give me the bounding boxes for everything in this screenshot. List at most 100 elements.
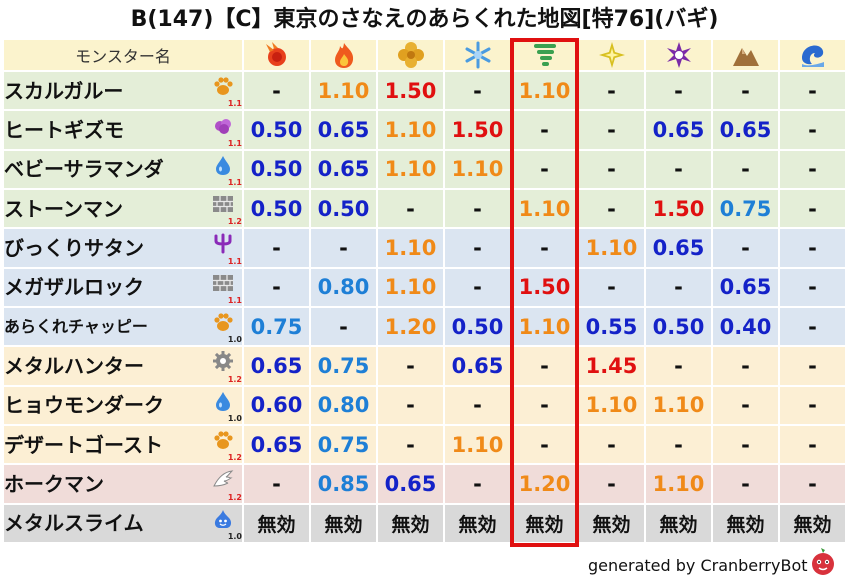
dark-swirl-icon	[646, 40, 711, 70]
resistance-value: 0.75	[311, 347, 376, 385]
droplet-icon	[212, 390, 234, 412]
table-row: ヒートギズモ 1.1 0.50 0.65 1.10 1.50- -0.65 0.65-	[4, 111, 845, 149]
footer-credit: generated by CranberryBot	[588, 556, 808, 575]
resistance-value: 0.50	[244, 189, 309, 228]
monster-name-cell: メガザルロック 1.1	[4, 268, 242, 306]
resistance-value: 0.85	[311, 465, 376, 503]
droplet-icon	[212, 154, 234, 176]
resistance-value: -	[579, 465, 644, 503]
resistance-value: -	[579, 111, 644, 149]
resistance-value: 無効	[646, 504, 711, 542]
resistance-value: 0.65	[713, 268, 778, 306]
level-badge: 1.0	[227, 335, 242, 345]
earth-clover-icon	[378, 40, 443, 70]
monster-name-cell: ヒョウモンダーク 1.0	[4, 386, 242, 424]
resistance-value: 無効	[311, 504, 376, 542]
resistance-value: -	[445, 229, 510, 267]
resistance-value: 0.65	[311, 150, 376, 188]
level-badge: 1.2	[227, 374, 242, 384]
resistance-value: -	[713, 72, 778, 110]
resistance-value: 無効	[244, 504, 309, 542]
resistance-value: -	[244, 72, 309, 110]
level-badge: 1.1	[227, 295, 242, 305]
resistance-value: 1.10	[378, 150, 443, 188]
monster-name-cell: びっくりサタン 1.1	[4, 229, 242, 267]
monster-name-cell: ホークマン 1.2	[4, 465, 242, 503]
resistance-value: -	[713, 386, 778, 424]
weakness-table: モンスター名	[2, 38, 847, 544]
resistance-value: 無効	[579, 504, 644, 542]
resistance-value: 0.50	[311, 189, 376, 228]
resistance-value: -	[780, 465, 845, 503]
resistance-value: -	[780, 268, 845, 306]
resistance-value: 1.10	[579, 229, 644, 267]
monster-name: メタルハンター	[4, 353, 144, 378]
resistance-value: 1.50	[512, 268, 577, 306]
resistance-value: -	[780, 229, 845, 267]
table-row: ベビーサラマンダ 1.1 0.50 0.65 1.10 1.10- - - - -	[4, 150, 845, 188]
paw-icon	[212, 75, 234, 97]
brick-icon	[212, 193, 234, 215]
resistance-value: -	[579, 425, 644, 464]
tornado-icon	[512, 40, 577, 70]
resistance-value: 無効	[512, 504, 577, 542]
resistance-value: -	[512, 347, 577, 385]
resistance-value: -	[378, 386, 443, 424]
rock-mountain-icon	[713, 40, 778, 70]
lightning-star-icon	[579, 40, 644, 70]
table-row: メタルスライム 1.0 無効 無効 無効 無効 無効 無効 無効 無効 無効	[4, 504, 845, 542]
resistance-value: -	[713, 150, 778, 188]
level-badge: 1.2	[227, 492, 242, 502]
resistance-value: -	[579, 189, 644, 228]
resistance-value: -	[646, 268, 711, 306]
resistance-value: -	[780, 386, 845, 424]
monster-name: スカルガルー	[4, 78, 124, 103]
monster-name: メタルスライム	[4, 511, 144, 536]
monster-name-cell: ヒートギズモ 1.1	[4, 111, 242, 149]
table-row: びっくりサタン 1.1- -1.10- -1.10 0.65- -	[4, 229, 845, 267]
monster-name-cell: メタルスライム 1.0	[4, 504, 242, 542]
resistance-value: -	[378, 347, 443, 385]
resistance-value: 無効	[378, 504, 443, 542]
resistance-value: 0.55	[579, 307, 644, 346]
resistance-value: 無効	[780, 504, 845, 542]
table-row: ホークマン 1.2-0.85 0.65-1.20-1.10- -	[4, 465, 845, 503]
table-row: メタルハンター 1.2 0.65 0.75-0.65-1.45- - -	[4, 347, 845, 385]
trident-icon	[212, 232, 234, 254]
level-badge: 1.1	[227, 256, 242, 266]
resistance-value: 1.10	[579, 386, 644, 424]
resistance-value: -	[579, 150, 644, 188]
resistance-value: -	[780, 111, 845, 149]
resistance-value: -	[445, 465, 510, 503]
page-title: B(147)【C】東京のさなえのあらくれた地図[特76](バギ)	[130, 7, 719, 32]
resistance-value: -	[780, 189, 845, 228]
resistance-value: 0.65	[445, 347, 510, 385]
resistance-value: 1.50	[445, 111, 510, 149]
monster-name: ヒョウモンダーク	[4, 393, 164, 418]
resistance-value: -	[780, 72, 845, 110]
resistance-value: 1.10	[378, 229, 443, 267]
level-badge: 1.0	[227, 532, 242, 541]
resistance-value: -	[646, 150, 711, 188]
resistance-value: -	[713, 465, 778, 503]
resistance-value: -	[378, 189, 443, 228]
resistance-value: -	[445, 72, 510, 110]
resistance-value: 0.65	[713, 111, 778, 149]
table-row: ヒョウモンダーク 1.0 0.60 0.80- - -1.10 1.10- -	[4, 386, 845, 424]
monster-name-cell: ストーンマン 1.2	[4, 189, 242, 228]
monster-name: ベビーサラマンダ	[4, 157, 164, 182]
resistance-value: 1.20	[512, 465, 577, 503]
resistance-value: -	[244, 229, 309, 267]
resistance-value: 0.75	[244, 307, 309, 346]
gear-icon	[212, 350, 234, 372]
resistance-value: -	[579, 268, 644, 306]
resistance-value: -	[646, 72, 711, 110]
resistance-value: -	[646, 425, 711, 464]
level-badge: 1.0	[227, 413, 242, 423]
resistance-value: 1.10	[512, 72, 577, 110]
resistance-value: -	[512, 150, 577, 188]
table-row: スカルガルー 1.1-1.10 1.50-1.10- - - -	[4, 72, 845, 110]
resistance-value: -	[512, 111, 577, 149]
table-row: あらくれチャッピー 1.0 0.75-1.20 0.50 1.10 0.55 0.50 0.4…	[4, 307, 845, 346]
resistance-value: -	[780, 425, 845, 464]
